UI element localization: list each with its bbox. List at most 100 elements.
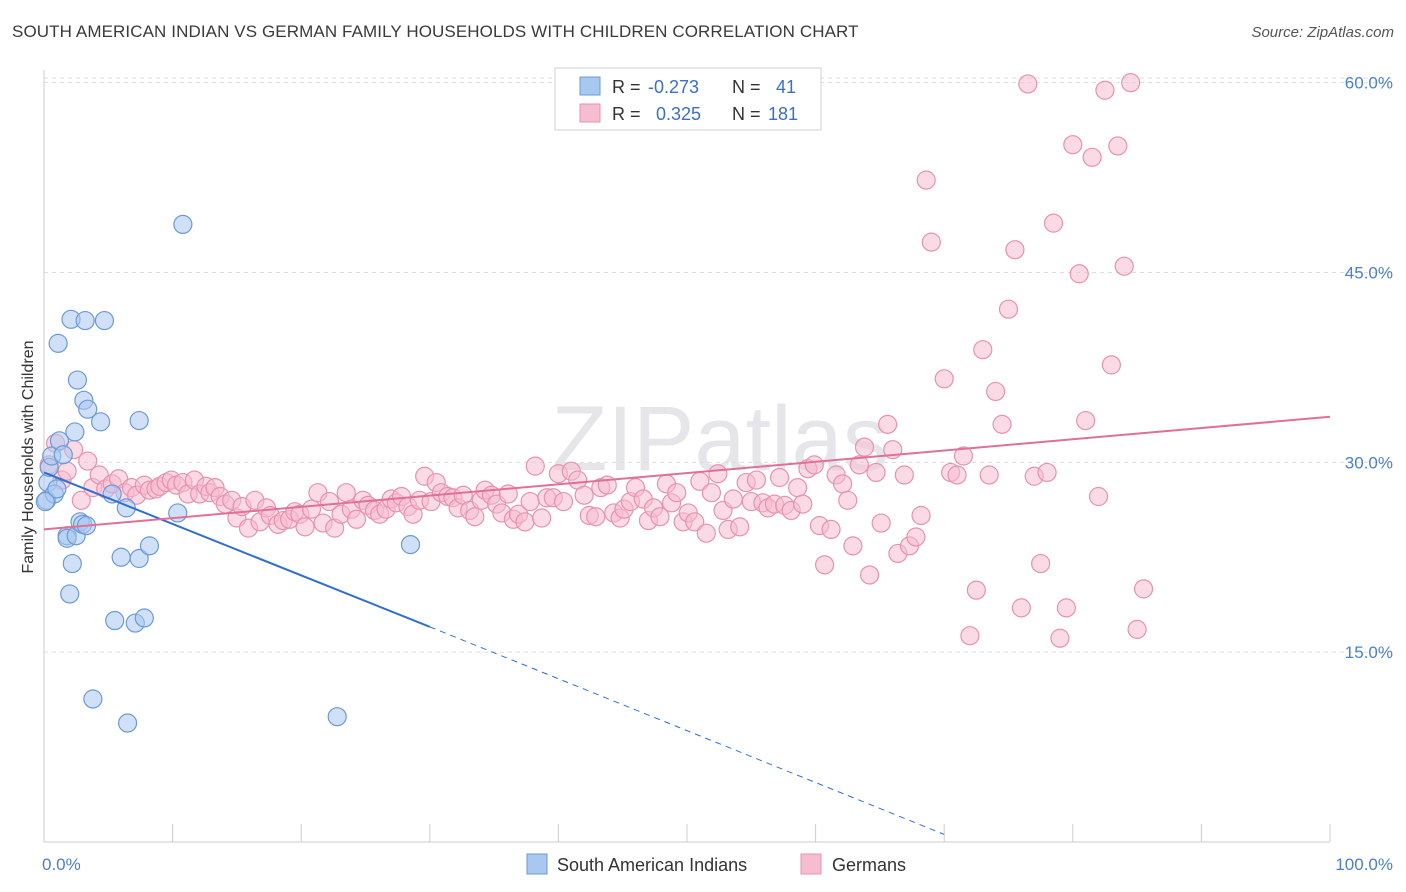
y-tick-labels: 15.0% 30.0% 45.0% 60.0% <box>1345 74 1393 663</box>
pink-point-160 <box>966 580 986 600</box>
blue-point-29 <box>117 713 138 733</box>
pink-point-141 <box>849 455 869 475</box>
legend-r-value-blue: -0.273 <box>648 77 699 97</box>
pink-point-178 <box>1082 147 1102 167</box>
pink-point-185 <box>1127 619 1147 639</box>
pink-point-83 <box>515 512 535 532</box>
blue-point-21 <box>78 399 98 419</box>
pink-point-146 <box>878 414 898 434</box>
legend-swatch-blue <box>579 76 601 96</box>
blue-trend-line <box>43 471 431 628</box>
grid-lines <box>44 77 1392 653</box>
pink-point-44 <box>295 517 315 537</box>
chart-title: SOUTH AMERICAN INDIAN VS GERMAN FAMILY H… <box>12 22 859 41</box>
pink-point-131 <box>793 494 813 514</box>
pink-point-139 <box>838 490 858 510</box>
bottom-legend-label-blue: South American Indians <box>557 855 747 875</box>
pink-point-164 <box>992 414 1012 434</box>
legend-n-label-pink: N = <box>732 104 761 124</box>
x-tick-label-max: 100.0% <box>1335 855 1393 874</box>
pink-point-154 <box>921 232 941 252</box>
pink-point-48 <box>319 491 340 512</box>
pink-point-136 <box>821 519 841 540</box>
pink-point-120 <box>730 517 750 537</box>
pink-point-119 <box>723 489 743 509</box>
legend-n-value-blue: 41 <box>776 77 796 97</box>
blue-point-27 <box>111 547 131 567</box>
pink-point-167 <box>1011 598 1031 618</box>
source-credit: Source: ZipAtlas.com <box>1251 24 1394 41</box>
legend-r-label-blue: R = <box>612 77 641 97</box>
pink-point-74 <box>465 507 485 527</box>
pink-point-177 <box>1076 410 1096 431</box>
pink-point-90 <box>553 491 574 512</box>
pink-point-85 <box>525 456 545 476</box>
blue-point-13 <box>65 422 85 442</box>
blue-point-22 <box>83 689 103 709</box>
pink-point-174 <box>1056 598 1076 618</box>
pink-point-179 <box>1088 486 1109 507</box>
x-tick-labels: 0.0% 100.0% <box>42 855 1393 874</box>
south-american-indians-points <box>35 214 421 733</box>
pink-point-181 <box>1101 355 1121 375</box>
blue-point-24 <box>94 310 115 331</box>
pink-point-86 <box>532 508 552 528</box>
blue-point-36 <box>173 214 193 234</box>
pink-point-144 <box>866 462 886 483</box>
trend-lines <box>43 415 1331 835</box>
blue-point-39 <box>35 491 55 512</box>
correlation-legend: R = -0.273 N = 41 R = 0.325 N = 181 <box>554 67 822 131</box>
pink-point-114 <box>696 523 716 543</box>
blue-point-10 <box>60 584 80 604</box>
pink-point-115 <box>701 483 722 503</box>
pink-point-182 <box>1108 136 1128 156</box>
blue-point-38 <box>400 534 421 555</box>
bottom-legend-label-pink: Germans <box>832 855 906 875</box>
pink-point-183 <box>1114 256 1134 276</box>
pink-point-84 <box>520 491 540 512</box>
pink-point-5 <box>71 490 91 510</box>
pink-point-142 <box>854 437 875 457</box>
pink-point-135 <box>815 555 835 575</box>
blue-point-33 <box>134 608 154 628</box>
pink-point-151 <box>906 527 926 547</box>
blue-point-31 <box>129 548 149 569</box>
pink-point-143 <box>860 565 880 585</box>
pink-point-159 <box>960 626 980 646</box>
legend-n-value-pink: 181 <box>768 104 798 124</box>
legend-swatch-pink <box>579 103 601 123</box>
pink-point-161 <box>973 340 993 360</box>
pink-point-180 <box>1095 80 1115 100</box>
pink-point-172 <box>1043 213 1064 233</box>
pink-point-155 <box>934 369 954 389</box>
pink-point-166 <box>1005 240 1025 260</box>
blue-point-15 <box>67 370 88 390</box>
pink-point-157 <box>947 465 967 485</box>
pink-point-133 <box>804 455 824 475</box>
blue-point-23 <box>90 412 111 432</box>
x-tick-label-min: 0.0% <box>42 855 81 874</box>
pink-point-176 <box>1069 264 1089 284</box>
pink-point-163 <box>986 381 1006 402</box>
pink-point-153 <box>916 170 936 190</box>
y-axis-label: Family Households with Children <box>20 341 37 574</box>
pink-point-116 <box>708 464 728 484</box>
blue-point-5 <box>47 479 67 499</box>
pink-point-93 <box>574 485 594 505</box>
pink-point-53 <box>346 509 367 529</box>
pink-trend-line <box>43 415 1331 531</box>
blue-point-34 <box>139 536 160 556</box>
pink-point-168 <box>1018 74 1038 94</box>
pink-point-149 <box>894 465 914 485</box>
y-tick-label-60: 60.0% <box>1345 74 1393 93</box>
pink-point-51 <box>336 483 356 503</box>
legend-r-label-pink: R = <box>612 104 641 124</box>
pink-point-140 <box>843 536 863 556</box>
pink-point-95 <box>586 507 606 527</box>
pink-point-165 <box>998 299 1019 319</box>
y-tick-label-30: 30.0% <box>1345 453 1393 472</box>
pink-point-170 <box>1031 553 1051 574</box>
pink-point-3 <box>57 461 77 481</box>
blue-point-37 <box>327 707 347 727</box>
